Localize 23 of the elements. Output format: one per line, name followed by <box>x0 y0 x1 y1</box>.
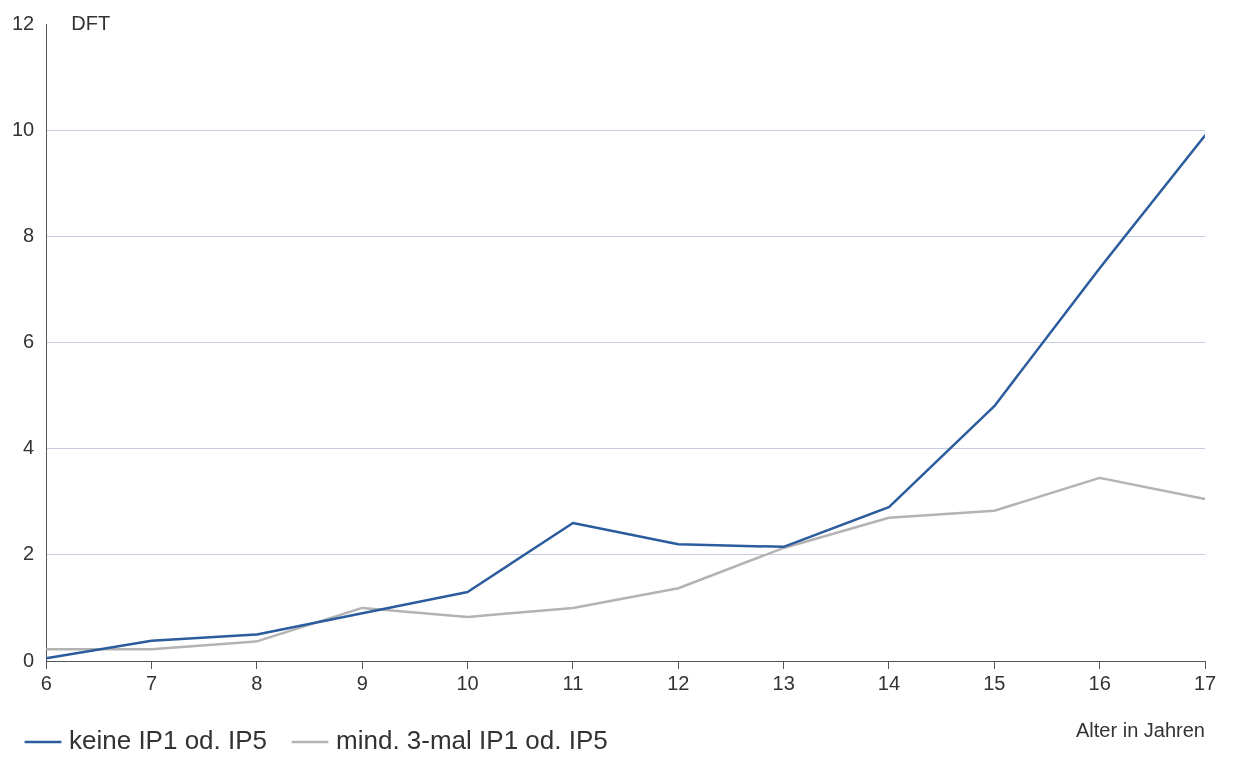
x-tick-label: 10 <box>456 671 479 694</box>
y-tick-label: 4 <box>23 436 35 459</box>
x-tick-label: 13 <box>772 671 795 694</box>
x-tick-label: 14 <box>877 671 901 694</box>
x-tick-label: 12 <box>667 671 690 694</box>
x-tick-label: 9 <box>356 671 368 694</box>
legend-label: mind. 3-mal IP1 od. IP5 <box>336 725 608 756</box>
y-tick-label: 12 <box>12 11 35 34</box>
y-tick-label: 8 <box>23 223 35 246</box>
x-tick-label: 17 <box>1193 671 1217 694</box>
legend-label: keine IP1 od. IP5 <box>69 725 268 756</box>
x-tick-label: 7 <box>146 671 158 694</box>
x-tick-label: 15 <box>983 671 1006 694</box>
y-tick-label: 6 <box>23 330 35 353</box>
x-axis-title: Alter in Jahren <box>1076 718 1205 741</box>
y-tick-label: 10 <box>12 117 35 140</box>
x-tick-label: 16 <box>1088 671 1111 694</box>
x-tick-label: 6 <box>40 671 52 694</box>
x-tick-label: 8 <box>251 671 263 694</box>
y-tick-label: 0 <box>23 648 35 671</box>
y-tick-label: 2 <box>23 542 35 565</box>
y-axis-title: DFT <box>71 11 111 34</box>
x-tick-label: 11 <box>562 671 584 694</box>
